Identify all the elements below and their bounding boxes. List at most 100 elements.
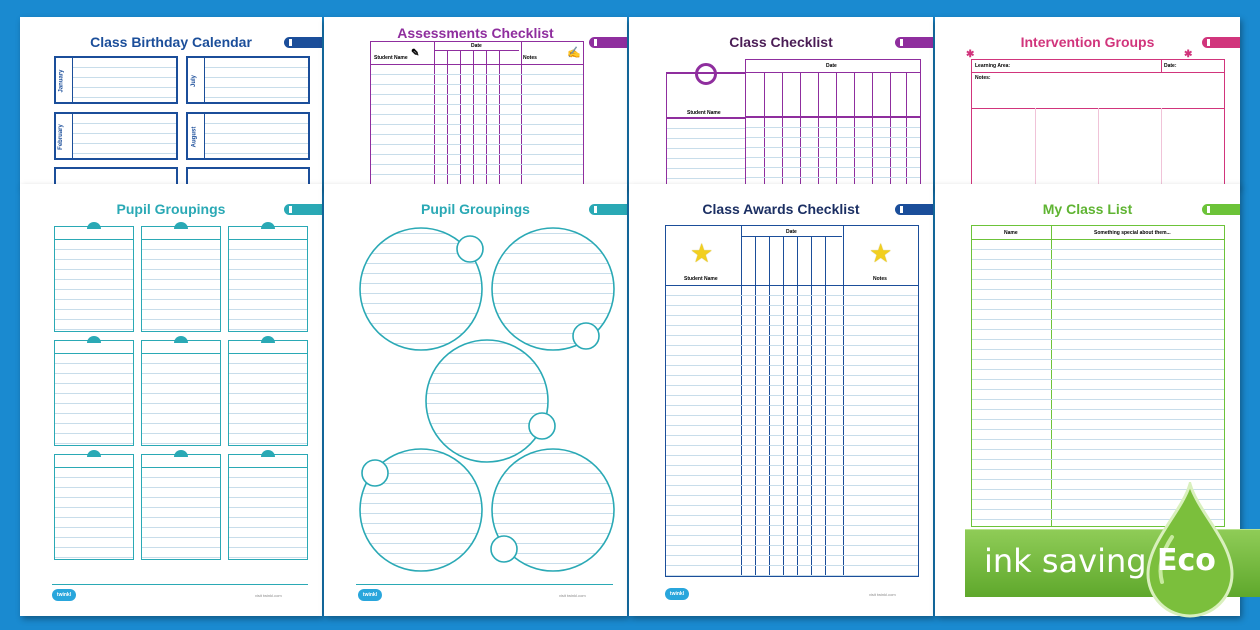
group-box (228, 450, 308, 560)
month-box-august: August (186, 112, 310, 160)
small-circle (361, 459, 389, 487)
lines (204, 114, 308, 158)
student-name-header: Student Name (687, 110, 721, 116)
group-tab (174, 336, 188, 343)
group-box (54, 222, 134, 332)
eco-text: Eco (1157, 543, 1216, 578)
date-header: Date (826, 63, 837, 69)
group-box (54, 336, 134, 446)
divider (1161, 60, 1162, 72)
lines (746, 118, 920, 187)
group-box (141, 450, 221, 560)
month-label: July (191, 74, 198, 88)
group-box (228, 222, 308, 332)
lines (72, 58, 176, 102)
color-tab (284, 204, 322, 215)
header-line (371, 64, 583, 65)
color-tab (589, 37, 627, 48)
hand-icon: ✍ (567, 47, 581, 59)
page-title: Intervention Groups (1020, 34, 1155, 50)
class-awards-checklist-page[interactable]: Class Awards Checklist ★ Student Name Da… (629, 184, 933, 616)
twinkl-logo: twinkl (52, 589, 76, 601)
lines (55, 468, 133, 559)
ink-saving-text: ink saving (984, 542, 1147, 580)
twinkl-logo: twinkl (358, 589, 382, 601)
group-box (141, 336, 221, 446)
pin-icon: ✱ (1184, 49, 1193, 60)
header-line (229, 239, 307, 240)
divider (1098, 108, 1099, 187)
date-label: Date: (1164, 63, 1177, 69)
name-header: Name (1004, 230, 1018, 236)
color-tab (895, 204, 933, 215)
small-circle (490, 535, 518, 563)
pupil-groupings-circles-page[interactable]: Pupil Groupings twinkl visit twinkl.com (324, 184, 627, 616)
lines (142, 354, 220, 445)
divider (1161, 108, 1162, 187)
month-box-partial (186, 167, 310, 187)
date-header: Date (786, 229, 797, 235)
lines (229, 354, 307, 445)
lines (142, 240, 220, 331)
special-header: Something special about them... (1094, 230, 1171, 236)
date-line (741, 236, 842, 237)
color-tab (1202, 204, 1240, 215)
group-tab (174, 450, 188, 457)
footer-url: visit twinkl.com (559, 593, 586, 598)
month-box-february: February (54, 112, 178, 160)
header-line (746, 116, 920, 118)
lines (142, 468, 220, 559)
footer-url: visit twinkl.com (869, 592, 896, 597)
small-circle (528, 412, 556, 440)
footer-line (356, 584, 613, 585)
student-name-header: Student Name (374, 55, 408, 61)
checklist-table: Student Name ✎ Date Notes ✍ (370, 41, 584, 187)
month-label: August (191, 126, 198, 148)
group-circle (359, 227, 483, 351)
lines (667, 119, 745, 187)
header-line (142, 239, 220, 240)
header-line (667, 117, 745, 119)
header-line (55, 467, 133, 468)
header-line (229, 353, 307, 354)
date-line (434, 50, 519, 51)
header-line (746, 72, 920, 73)
intervention-groups-page[interactable]: Intervention Groups ✱ ✱ Learning Area: D… (935, 17, 1240, 187)
group-circle (491, 448, 615, 572)
page-title: Pupil Groupings (116, 201, 226, 217)
group-circle (359, 448, 483, 572)
group-tab (87, 450, 101, 457)
page-title: My Class List (1042, 201, 1133, 217)
page-title: Class Birthday Calendar (90, 34, 252, 50)
small-circle (456, 235, 484, 263)
header-line (972, 239, 1224, 240)
notes-label: Notes: (975, 75, 991, 81)
group-tab (174, 222, 188, 229)
class-checklist-page[interactable]: Class Checklist Student Name Date (629, 17, 933, 187)
date-header: Date (471, 43, 482, 49)
notes-header: Notes (873, 276, 887, 282)
birthday-calendar-page[interactable]: Class Birthday Calendar January July Feb… (20, 17, 322, 187)
eco-droplet-icon (1146, 482, 1234, 618)
assessments-checklist-page[interactable]: Assessments Checklist Student Name ✎ Dat… (324, 17, 627, 187)
class-list-table: Name Something special about them... (971, 225, 1225, 527)
pupil-groupings-boxes-page[interactable]: Pupil Groupings twinkl visit twinkl.com (20, 184, 322, 616)
group-circle (425, 339, 549, 463)
group-tab (261, 222, 275, 229)
group-box (54, 450, 134, 560)
group-tab (261, 450, 275, 457)
ring-icon (695, 63, 717, 85)
month-label: February (57, 124, 64, 150)
header-line (142, 353, 220, 354)
pin-icon: ✱ (966, 49, 975, 60)
intervention-form: Learning Area: Date: Notes: (971, 59, 1225, 187)
page-title: Assessments Checklist (397, 25, 554, 41)
header-line (55, 353, 133, 354)
footer-line (52, 584, 308, 585)
divider (1035, 108, 1036, 187)
page-title: Pupil Groupings (421, 201, 530, 217)
lines (371, 65, 583, 187)
group-tab (261, 336, 275, 343)
pencil-icon: ✎ (411, 48, 420, 59)
twinkl-logo: twinkl (665, 588, 689, 600)
